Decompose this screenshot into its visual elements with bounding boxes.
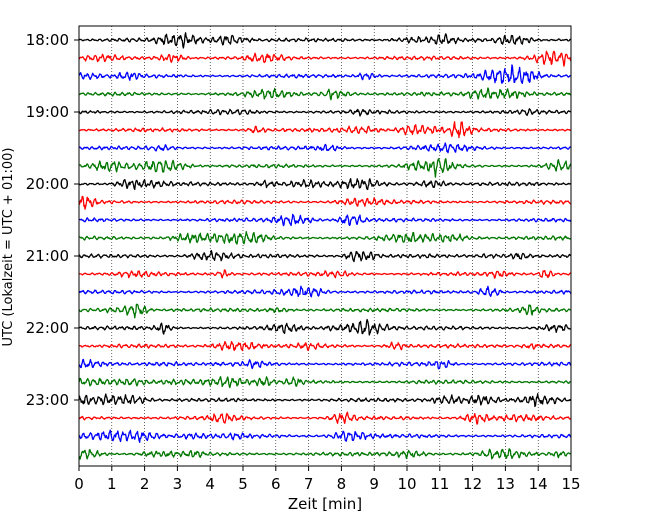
- x-tick-label: 10: [397, 475, 416, 493]
- y-tick-label: 23:00: [26, 391, 69, 409]
- x-tick-label: 4: [205, 475, 215, 493]
- trace-line: [78, 448, 572, 460]
- trace-line: [78, 269, 572, 279]
- trace-line: [78, 231, 572, 245]
- trace-line: [78, 87, 572, 101]
- seismic-traces: [78, 32, 572, 460]
- trace-line: [78, 121, 572, 139]
- grid-lines: [111, 26, 539, 466]
- x-tick-label: 15: [561, 475, 580, 493]
- y-axis-label: UTC (Lokalzeit = UTC + 01:00): [1, 148, 16, 347]
- trace-line: [78, 340, 572, 352]
- y-tick-label: 21:00: [26, 247, 69, 265]
- y-tick-label: 22:00: [26, 319, 69, 337]
- trace-line: [78, 50, 572, 67]
- x-tick-label: 9: [369, 475, 379, 493]
- y-tick-label: 19:00: [26, 103, 69, 121]
- trace-line: [78, 142, 572, 154]
- plot-frame: [78, 25, 572, 467]
- x-tick-label: 3: [173, 475, 183, 493]
- trace-line: [78, 64, 572, 84]
- trace-line: [78, 158, 572, 178]
- x-ticks: 0 1 2 3 4 5 6 7 8 9 10 11 12 13 14 15: [74, 466, 581, 493]
- trace-line: [78, 358, 572, 370]
- x-tick-label: 14: [529, 475, 548, 493]
- trace-line: [78, 195, 572, 210]
- x-tick-label: 8: [337, 475, 347, 493]
- trace-line: [78, 249, 572, 263]
- x-axis-label: Zeit [min]: [288, 495, 362, 513]
- trace-line: [78, 429, 572, 443]
- trace-line: [78, 108, 572, 117]
- trace-line: [78, 376, 572, 389]
- trace-line: [78, 411, 572, 425]
- y-ticks: 18:00 19:00 20:00 21:00 22:00 23:00: [26, 31, 79, 409]
- x-tick-label: 6: [271, 475, 281, 493]
- x-tick-label: 12: [463, 475, 482, 493]
- trace-line: [78, 303, 572, 319]
- trace-line: [78, 285, 572, 298]
- x-tick-label: 11: [430, 475, 449, 493]
- x-tick-label: 2: [140, 475, 150, 493]
- x-tick-label: 7: [304, 475, 314, 493]
- x-tick-label: 1: [107, 475, 117, 493]
- trace-line: [78, 32, 572, 49]
- trace-line: [78, 178, 572, 191]
- x-tick-label: 5: [238, 475, 248, 493]
- trace-line: [78, 393, 572, 408]
- trace-line: [78, 318, 572, 336]
- y-tick-label: 18:00: [26, 31, 69, 49]
- x-tick-label: 13: [496, 475, 515, 493]
- trace-line: [78, 213, 572, 227]
- x-tick-label: 0: [74, 475, 84, 493]
- y-tick-label: 20:00: [26, 175, 69, 193]
